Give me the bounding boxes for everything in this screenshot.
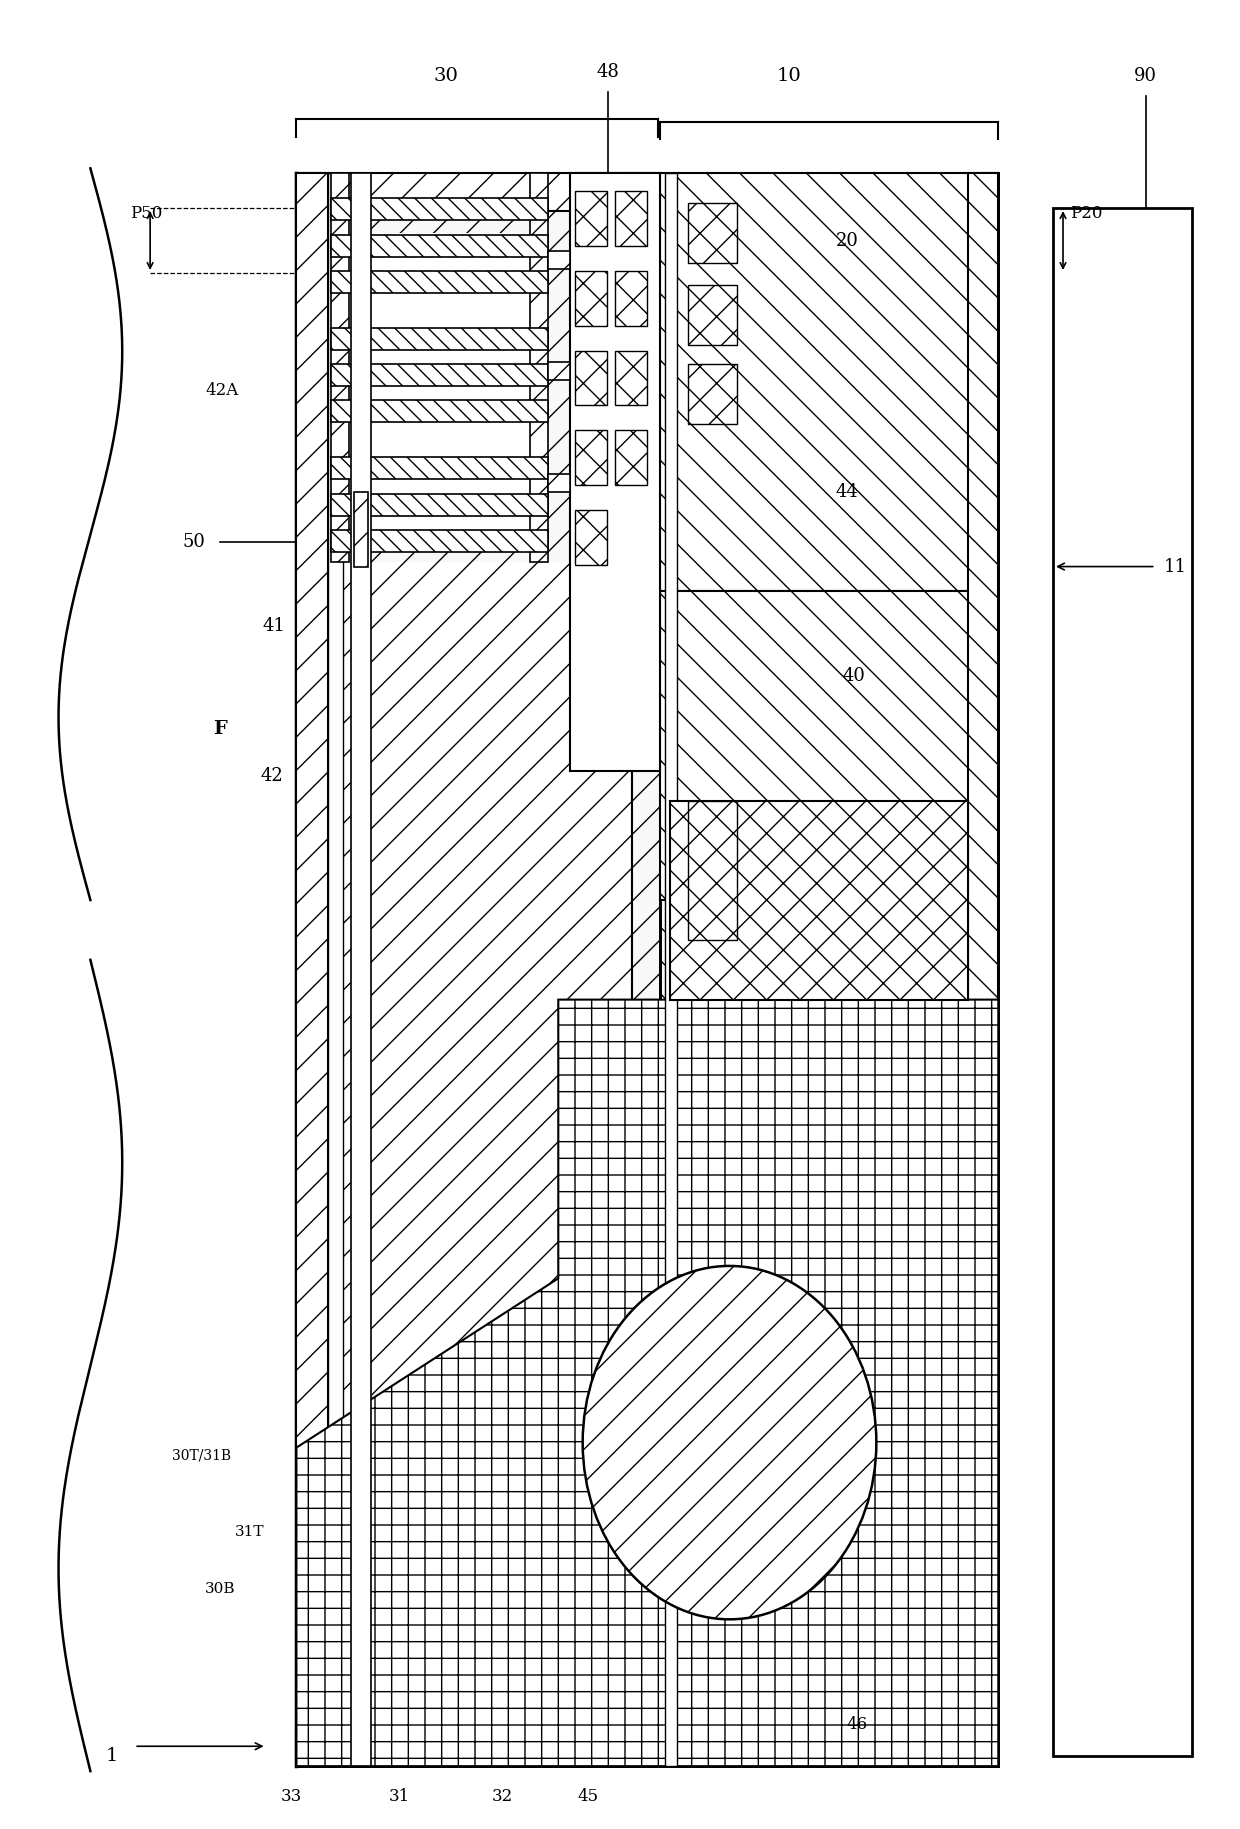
- Bar: [331, 364, 548, 386]
- Bar: [688, 203, 738, 263]
- Text: 13: 13: [836, 885, 858, 904]
- Text: 46: 46: [847, 1716, 868, 1732]
- Bar: [575, 192, 608, 247]
- Text: 11: 11: [1164, 558, 1187, 576]
- Bar: [296, 1728, 660, 1767]
- Text: F: F: [213, 721, 227, 737]
- Text: 32: 32: [492, 1787, 513, 1805]
- Bar: [615, 271, 647, 326]
- Bar: [688, 801, 738, 940]
- Bar: [575, 430, 608, 485]
- Bar: [331, 198, 548, 219]
- Bar: [331, 174, 350, 562]
- Text: 43: 43: [730, 1337, 753, 1355]
- Text: 10: 10: [777, 68, 801, 84]
- Bar: [548, 251, 570, 269]
- Bar: [331, 327, 548, 349]
- Bar: [548, 362, 570, 380]
- Bar: [660, 591, 998, 900]
- Bar: [570, 174, 660, 770]
- Text: 44: 44: [836, 483, 858, 501]
- Bar: [615, 430, 647, 485]
- Text: 42: 42: [260, 766, 283, 785]
- Text: P50: P50: [130, 205, 162, 221]
- Text: 90: 90: [1135, 68, 1157, 84]
- Text: 40: 40: [842, 668, 866, 686]
- Bar: [331, 236, 548, 256]
- Bar: [615, 351, 647, 406]
- Bar: [296, 174, 660, 210]
- Bar: [688, 285, 738, 344]
- Bar: [1053, 209, 1193, 1756]
- Text: 30B: 30B: [205, 1582, 236, 1597]
- Text: 48: 48: [596, 62, 620, 80]
- Bar: [296, 174, 329, 1767]
- Bar: [331, 494, 548, 516]
- Bar: [688, 364, 738, 424]
- Bar: [548, 474, 570, 492]
- Bar: [670, 801, 968, 1000]
- Text: 1: 1: [107, 1747, 119, 1765]
- Text: P20: P20: [1070, 205, 1102, 221]
- Bar: [296, 174, 660, 1767]
- Bar: [355, 492, 368, 567]
- Polygon shape: [296, 1000, 998, 1767]
- Text: 31: 31: [388, 1787, 409, 1805]
- Text: 41: 41: [262, 618, 285, 635]
- Bar: [575, 510, 608, 565]
- Bar: [531, 174, 548, 562]
- Bar: [660, 174, 998, 1767]
- Bar: [665, 174, 677, 1767]
- Bar: [296, 562, 630, 1728]
- Text: 33: 33: [280, 1787, 303, 1805]
- Text: 30: 30: [433, 68, 459, 84]
- Bar: [331, 401, 548, 422]
- Bar: [341, 232, 531, 552]
- Text: 45: 45: [578, 1787, 599, 1805]
- Text: 30T/31B: 30T/31B: [172, 1449, 232, 1463]
- Text: 20: 20: [836, 232, 858, 251]
- Bar: [575, 351, 608, 406]
- Bar: [331, 271, 548, 293]
- Bar: [575, 271, 608, 326]
- Bar: [331, 530, 548, 552]
- Bar: [968, 174, 998, 1767]
- Bar: [329, 174, 343, 1767]
- Text: 50: 50: [182, 532, 206, 551]
- Text: 42A: 42A: [205, 382, 238, 399]
- Bar: [660, 174, 998, 591]
- Bar: [351, 174, 371, 1767]
- Ellipse shape: [583, 1266, 877, 1619]
- Bar: [331, 457, 548, 479]
- Bar: [615, 192, 647, 247]
- Text: 31T: 31T: [234, 1525, 264, 1540]
